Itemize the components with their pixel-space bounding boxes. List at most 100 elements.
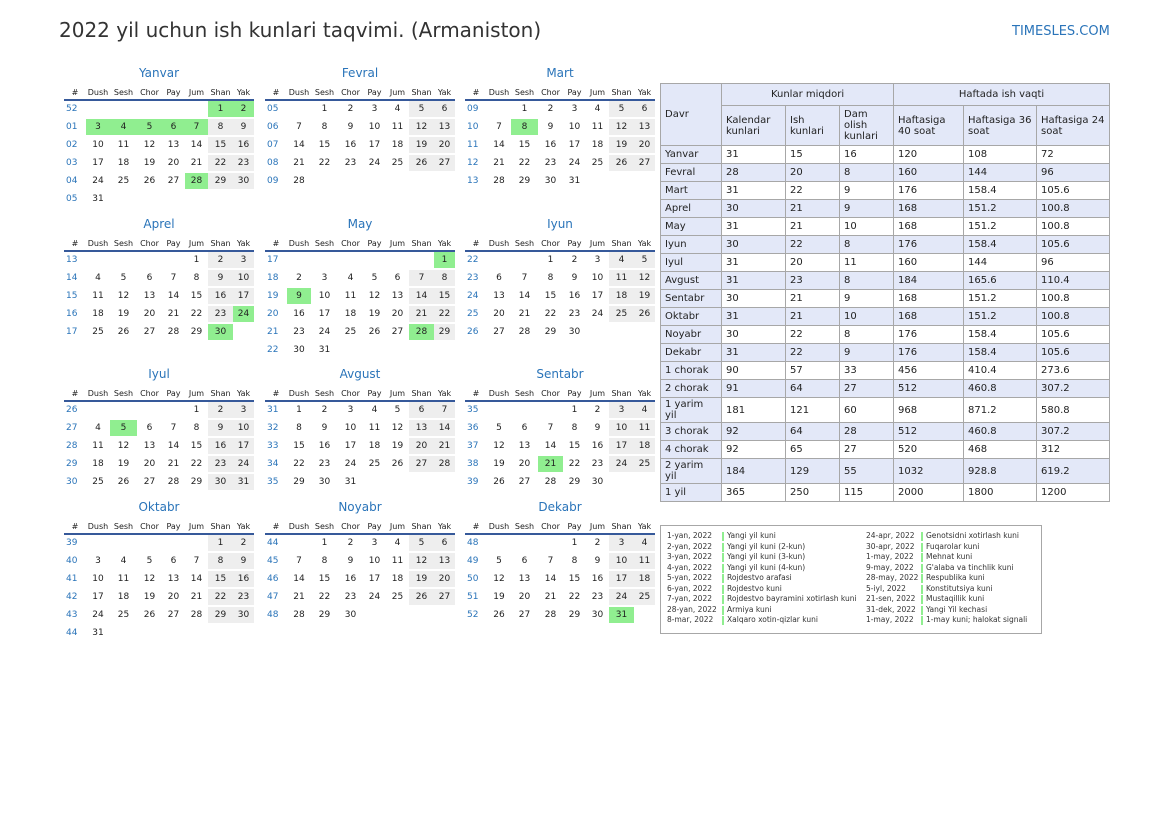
day-cell[interactable]: 13 [386, 286, 409, 305]
day-cell[interactable]: 12 [110, 286, 137, 305]
day-cell[interactable]: 4 [338, 268, 363, 287]
day-cell[interactable]: 8 [311, 551, 338, 570]
day-cell[interactable]: 15 [185, 436, 208, 455]
day-cell[interactable]: 21 [434, 436, 455, 455]
day-cell[interactable]: 14 [487, 135, 511, 154]
day-cell[interactable]: 4 [609, 250, 634, 269]
day-cell[interactable]: 10 [86, 569, 110, 588]
day-cell[interactable]: 25 [338, 322, 363, 341]
day-cell[interactable]: 4 [386, 99, 409, 118]
day-cell[interactable]: 20 [386, 304, 409, 323]
day-cell[interactable]: 8 [563, 551, 586, 570]
day-cell[interactable]: 31 [233, 472, 254, 490]
day-cell[interactable]: 6 [511, 418, 538, 437]
day-cell[interactable]: 4 [86, 418, 110, 437]
day-cell[interactable]: 23 [538, 153, 563, 172]
day-cell[interactable]: 17 [586, 286, 609, 305]
day-cell[interactable]: 1 [208, 533, 233, 552]
day-cell[interactable]: 15 [563, 436, 586, 455]
day-cell[interactable]: 26 [110, 322, 137, 340]
day-cell[interactable]: 26 [634, 304, 655, 323]
day-cell[interactable]: 15 [538, 286, 563, 305]
day-cell[interactable]: 16 [208, 436, 233, 455]
day-cell[interactable]: 25 [586, 153, 609, 172]
day-cell[interactable]: 21 [185, 153, 208, 172]
day-cell[interactable]: 19 [487, 454, 511, 473]
day-cell[interactable]: 26 [386, 454, 409, 473]
day-cell[interactable]: 1 [563, 400, 586, 419]
day-cell[interactable]: 19 [137, 153, 162, 172]
day-cell[interactable]: 6 [162, 551, 185, 570]
day-cell[interactable]: 20 [511, 587, 538, 606]
day-cell[interactable]: 14 [185, 135, 208, 154]
day-cell[interactable]: 27 [487, 322, 511, 340]
day-cell[interactable]: 6 [162, 117, 185, 136]
day-cell[interactable]: 28 [487, 171, 511, 189]
day-cell[interactable]: 28 [434, 454, 455, 473]
day-cell[interactable]: 28 [287, 605, 311, 623]
day-cell[interactable]: 4 [86, 268, 110, 287]
day-cell[interactable]: 9 [208, 418, 233, 437]
day-cell[interactable]: 21 [185, 587, 208, 606]
day-cell[interactable]: 8 [511, 117, 538, 136]
day-cell[interactable]: 2 [233, 533, 254, 552]
day-cell[interactable]: 14 [287, 135, 311, 154]
day-cell[interactable]: 9 [233, 551, 254, 570]
day-cell[interactable]: 11 [110, 569, 137, 588]
day-cell[interactable]: 9 [538, 117, 563, 136]
day-cell[interactable]: 7 [162, 418, 185, 437]
day-cell[interactable]: 16 [338, 569, 363, 588]
day-cell[interactable]: 19 [487, 587, 511, 606]
day-cell[interactable]: 3 [363, 99, 386, 118]
day-cell[interactable]: 18 [609, 286, 634, 305]
day-cell[interactable]: 16 [208, 286, 233, 305]
day-cell[interactable]: 2 [287, 268, 311, 287]
day-cell[interactable]: 18 [586, 135, 609, 154]
day-cell[interactable]: 25 [86, 322, 110, 340]
day-cell[interactable]: 13 [409, 418, 434, 437]
day-cell[interactable]: 13 [511, 569, 538, 588]
day-cell[interactable]: 7 [185, 551, 208, 570]
day-cell[interactable]: 16 [538, 135, 563, 154]
day-cell[interactable]: 30 [338, 605, 363, 623]
day-cell[interactable]: 31 [563, 171, 586, 189]
day-cell[interactable]: 6 [487, 268, 511, 287]
day-cell[interactable]: 2 [208, 400, 233, 419]
day-cell[interactable]: 13 [487, 286, 511, 305]
day-cell[interactable]: 20 [434, 135, 455, 154]
day-cell[interactable]: 29 [208, 171, 233, 190]
day-cell[interactable]: 23 [586, 454, 609, 473]
day-cell[interactable]: 13 [434, 117, 455, 136]
day-cell[interactable]: 14 [162, 436, 185, 455]
day-cell[interactable]: 15 [208, 569, 233, 588]
day-cell[interactable]: 27 [634, 153, 655, 172]
day-cell[interactable]: 28 [185, 605, 208, 624]
day-cell[interactable]: 28 [287, 171, 311, 189]
day-cell[interactable]: 18 [634, 436, 655, 455]
day-cell[interactable]: 16 [563, 286, 586, 305]
day-cell[interactable]: 11 [634, 418, 655, 437]
day-cell[interactable]: 19 [137, 587, 162, 606]
day-cell[interactable]: 27 [434, 587, 455, 606]
day-cell[interactable]: 5 [110, 268, 137, 287]
day-cell[interactable]: 26 [409, 153, 434, 172]
day-cell[interactable]: 1 [185, 400, 208, 419]
day-cell[interactable]: 22 [563, 587, 586, 606]
day-cell[interactable]: 1 [208, 99, 233, 118]
day-cell[interactable]: 29 [563, 472, 586, 490]
day-cell[interactable]: 3 [338, 400, 363, 419]
day-cell[interactable]: 9 [287, 286, 311, 305]
day-cell[interactable]: 22 [538, 304, 563, 323]
day-cell[interactable]: 6 [434, 99, 455, 118]
day-cell[interactable]: 7 [538, 551, 563, 570]
day-cell[interactable]: 24 [86, 605, 110, 624]
day-cell[interactable]: 27 [137, 472, 162, 490]
day-cell[interactable]: 21 [162, 454, 185, 473]
day-cell[interactable]: 21 [487, 153, 511, 172]
day-cell[interactable]: 4 [634, 400, 655, 419]
day-cell[interactable]: 7 [487, 117, 511, 136]
day-cell[interactable]: 30 [311, 472, 338, 490]
day-cell[interactable]: 22 [311, 153, 338, 172]
day-cell[interactable]: 4 [110, 551, 137, 570]
day-cell[interactable]: 19 [409, 135, 434, 154]
